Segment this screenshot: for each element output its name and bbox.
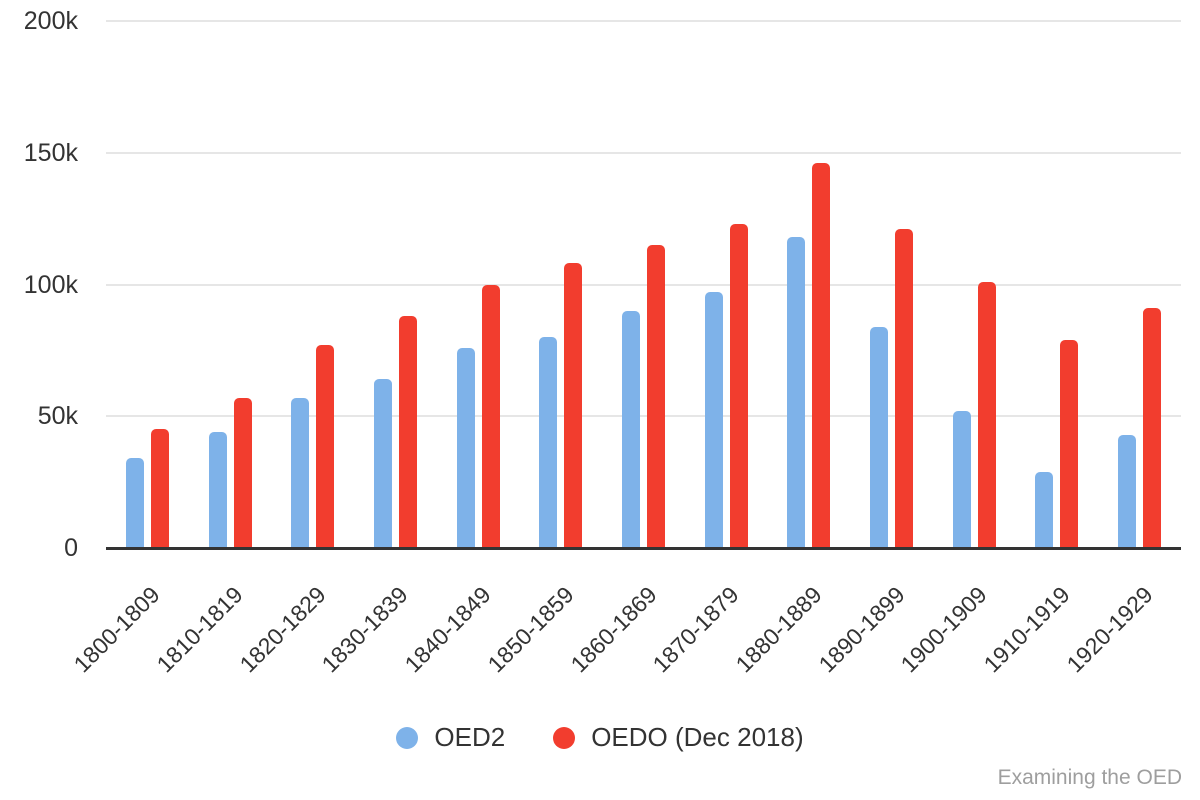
legend-swatch-oedo [553, 726, 576, 749]
bar-oedo-dec-2018-1860-1869 [647, 244, 665, 548]
y-gridline [106, 283, 1181, 286]
bar-oed2-1800-1809 [125, 458, 144, 548]
x-tick-label-text: 1880-1889 [730, 581, 827, 678]
bar-oedo-dec-2018-1910-1919 [1060, 339, 1079, 548]
legend-label-oedo: OEDO (Dec 2018) [591, 722, 804, 752]
y-gridline [106, 415, 1181, 418]
bar-oedo-dec-2018-1880-1889 [812, 163, 831, 548]
y-tick-label: 150k [23, 138, 78, 167]
bar-oedo-dec-2018-1800-1809 [150, 429, 169, 548]
bar-oedo-dec-2018-1870-1879 [729, 223, 748, 548]
bar-oed2-1830-1839 [373, 379, 392, 548]
legend-item-oed2: OED2 [396, 722, 505, 753]
bar-oed2-1920-1929 [1118, 434, 1137, 548]
y-tick-label: 200k [23, 7, 78, 35]
y-tick-label: 0 [64, 534, 78, 562]
x-tick-label-text: 1870-1879 [647, 581, 744, 678]
bar-oed2-1900-1909 [952, 410, 971, 548]
x-axis-line [106, 547, 1181, 550]
bar-oedo-dec-2018-1900-1909 [977, 281, 996, 548]
y-gridline [106, 20, 1181, 22]
bar-oedo-dec-2018-1830-1839 [398, 316, 417, 548]
legend-item-oedo: OEDO (Dec 2018) [553, 722, 804, 753]
bar-oedo-dec-2018-1840-1849 [481, 284, 500, 548]
bar-oed2-1860-1869 [622, 310, 640, 548]
y-gridline [106, 151, 1181, 154]
legend-swatch-oed2 [396, 726, 419, 749]
watermark: Examining the OED [997, 766, 1182, 789]
bar-oed2-1850-1859 [539, 337, 558, 548]
legend: OED2 OEDO (Dec 2018) [0, 722, 1200, 753]
x-tick-label-text: 1860-1869 [565, 581, 662, 678]
bar-oed2-1890-1899 [870, 326, 889, 548]
bar-oed2-1820-1829 [291, 397, 310, 548]
x-tick-label-text: 1840-1849 [399, 581, 496, 678]
bar-oedo-dec-2018-1820-1829 [316, 345, 335, 548]
x-tick-label-text: 1830-1839 [316, 581, 414, 678]
bar-oedo-dec-2018-1890-1899 [895, 229, 914, 548]
y-tick-label: 100k [23, 270, 78, 299]
x-tick-label-text: 1910-1919 [978, 581, 1075, 678]
x-tick-label-text: 1810-1819 [151, 581, 248, 678]
x-tick-label-text: 1890-1899 [813, 581, 910, 678]
x-tick-label-text: 1820-1829 [234, 581, 331, 678]
x-tick-label-text: 1900-1909 [895, 581, 992, 678]
x-tick-label-text: 1850-1859 [482, 581, 579, 678]
bar-oedo-dec-2018-1850-1859 [564, 263, 583, 548]
bar-oed2-1840-1849 [456, 347, 475, 548]
x-tick-label-text: 1800-1809 [68, 581, 166, 678]
legend-label-oed2: OED2 [434, 722, 506, 752]
bar-oedo-dec-2018-1810-1819 [233, 397, 252, 548]
bar-oed2-1810-1819 [208, 432, 227, 548]
bar-oed2-1910-1919 [1035, 471, 1054, 548]
bar-oedo-dec-2018-1920-1929 [1143, 308, 1162, 548]
y-tick-label: 50k [37, 402, 78, 431]
x-tick-label-text: 1920-1929 [1061, 581, 1158, 678]
bar-oed2-1870-1879 [704, 292, 723, 548]
bar-oed2-1880-1889 [787, 237, 806, 548]
